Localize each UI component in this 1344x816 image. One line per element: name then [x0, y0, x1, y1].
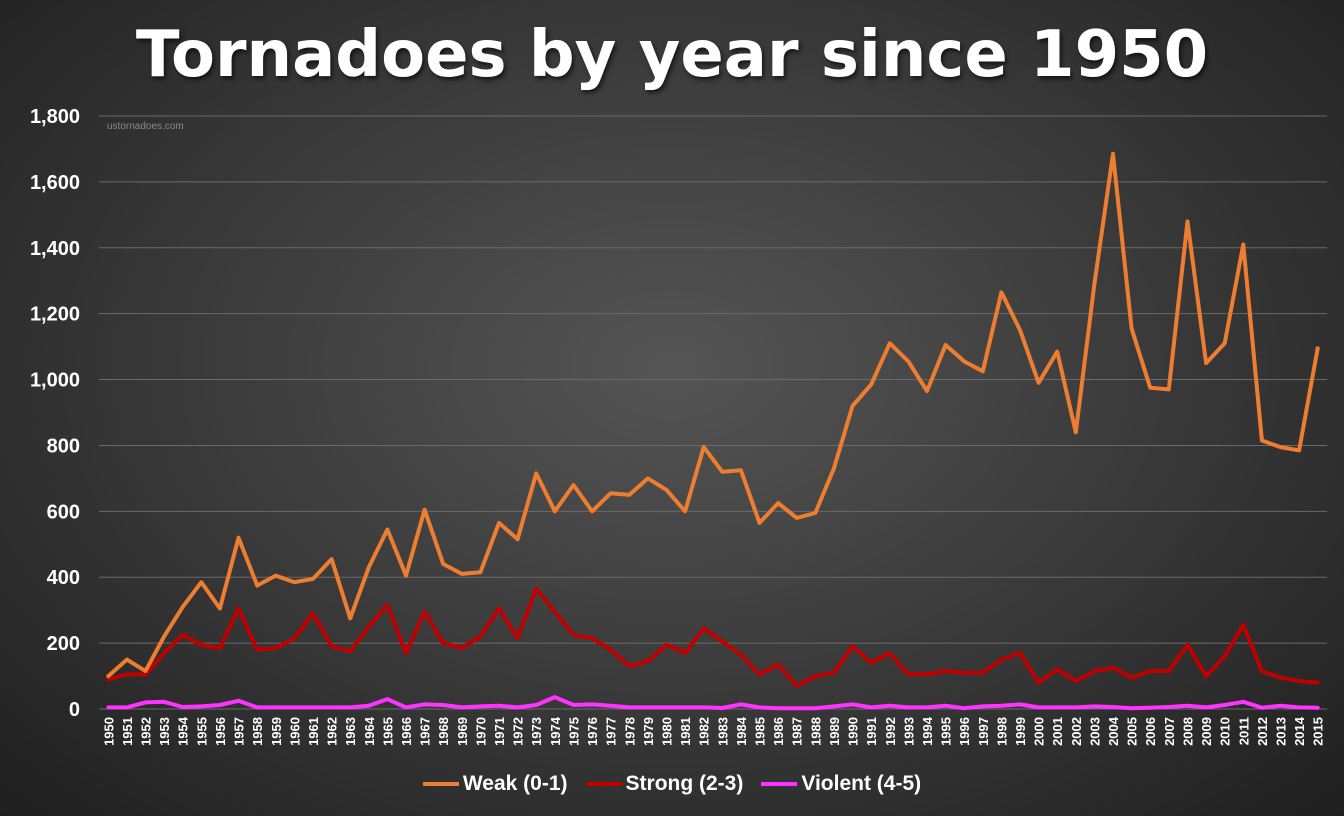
- x-tick-label: 1989: [827, 717, 842, 746]
- x-tick-label: 1999: [1013, 717, 1028, 746]
- x-tick-label: 2011: [1236, 717, 1251, 745]
- y-tick-label: 1,200: [30, 304, 80, 326]
- x-tick-label: 2015: [1311, 717, 1326, 746]
- x-tick-label: 1953: [157, 717, 172, 746]
- x-tick-label: 1969: [455, 717, 470, 746]
- y-tick-label: 400: [47, 567, 80, 589]
- x-tick-label: 2007: [1162, 717, 1177, 746]
- x-tick-label: 2001: [1050, 717, 1065, 746]
- x-tick-label: 1972: [511, 717, 526, 746]
- x-tick-label: 1951: [120, 717, 135, 746]
- x-tick-label: 1956: [213, 717, 228, 746]
- x-tick-label: 1960: [287, 717, 302, 746]
- legend-label-weak: Weak (0-1): [462, 772, 568, 795]
- x-tick-label: 1954: [176, 716, 191, 746]
- y-tick-label: 1,600: [30, 172, 80, 194]
- watermark: ustornadoes.com: [107, 121, 184, 132]
- x-tick-label: 1988: [808, 717, 823, 746]
- legend-label-violent: Violent (4-5): [801, 772, 922, 795]
- x-tick-label: 1952: [139, 717, 154, 746]
- x-tick-label: 1997: [976, 717, 991, 746]
- x-tick-label: 1992: [883, 717, 898, 746]
- legend: Weak (0-1) Strong (2-3) Violent (4-5): [0, 772, 1344, 796]
- x-tick-label: 1962: [325, 717, 340, 746]
- x-tick-label: 1986: [771, 717, 786, 746]
- series-line-weak: [106, 151, 1320, 679]
- x-tick-label: 2005: [1125, 717, 1140, 746]
- x-tick-label: 1955: [194, 717, 209, 746]
- x-tick-label: 1983: [715, 717, 730, 746]
- legend-item-strong: Strong (2-3): [585, 772, 744, 796]
- y-tick-label: 600: [47, 501, 80, 523]
- y-tick-label: 800: [47, 435, 80, 457]
- x-tick-label: 2002: [1069, 717, 1084, 746]
- x-tick-label: 1979: [641, 717, 656, 746]
- legend-swatch-violent: [761, 782, 798, 786]
- y-tick-label: 200: [47, 633, 80, 655]
- y-tick-label: 1,000: [30, 370, 80, 392]
- series-lines: [106, 151, 1320, 711]
- y-tick-label: 1,800: [30, 106, 80, 128]
- x-tick-label: 1998: [994, 717, 1009, 746]
- x-tick-label: 1965: [380, 717, 395, 746]
- x-tick-label: 2000: [1032, 717, 1047, 746]
- x-tick-label: 2013: [1273, 717, 1288, 746]
- x-tick-label: 1985: [753, 717, 768, 746]
- x-tick-label: 1958: [250, 717, 265, 746]
- x-tick-label: 1977: [604, 717, 619, 746]
- x-tick-label: 1987: [790, 717, 805, 746]
- series-line-strong: [106, 586, 1320, 688]
- x-tick-label: 1973: [529, 717, 544, 746]
- x-tick-label: 1970: [473, 717, 488, 746]
- x-tick-label: 1982: [697, 717, 712, 746]
- legend-item-violent: Violent (4-5): [761, 772, 921, 796]
- x-tick-label: 2008: [1180, 717, 1195, 746]
- y-tick-label: 0: [69, 699, 80, 721]
- x-tick-label: 1978: [622, 717, 637, 746]
- x-tick-label: 1967: [418, 717, 433, 746]
- x-tick-label: 1964: [362, 716, 377, 746]
- chart-title: Tornadoes by year since 1950: [135, 18, 1209, 92]
- x-tick-label: 1975: [566, 717, 581, 746]
- gridlines: [99, 115, 1327, 710]
- x-tick-label: 1981: [678, 717, 693, 746]
- x-tick-label: 1957: [232, 717, 247, 746]
- x-tick-label: 1974: [548, 716, 563, 746]
- x-tick-label: 1995: [939, 717, 954, 746]
- x-tick-label: 1991: [864, 717, 879, 746]
- x-tick-label: 2009: [1199, 717, 1214, 746]
- x-tick-label: 2012: [1255, 717, 1270, 746]
- legend-label-strong: Strong (2-3): [625, 772, 744, 795]
- x-tick-label: 2014: [1292, 716, 1307, 746]
- x-tick-label: 1994: [920, 716, 935, 746]
- x-tick-label: 2003: [1087, 717, 1102, 746]
- x-tick-label: 1976: [585, 717, 600, 746]
- y-tick-label: 1,400: [30, 238, 80, 260]
- x-tick-label: 1963: [343, 717, 358, 746]
- x-tick-label: 1996: [957, 717, 972, 746]
- x-tick-label: 1961: [306, 717, 321, 746]
- x-tick-label: 1950: [101, 717, 116, 746]
- x-tick-label: 2006: [1143, 717, 1158, 746]
- y-axis-ticks: 0 200 400 600 800 1,000 1,200 1,400 1,600 1,800: [30, 106, 80, 721]
- x-tick-label: 1971: [492, 717, 507, 746]
- series-line-violent: [106, 695, 1320, 711]
- x-axis-ticks: 1950 1951 1952 1953 1954 1955 1956 1957 1958 1959…: [101, 716, 1325, 746]
- x-tick-label: 1966: [399, 717, 414, 746]
- x-tick-label: 1984: [734, 716, 749, 746]
- x-tick-label: 1980: [659, 717, 674, 746]
- legend-swatch-strong: [585, 782, 622, 786]
- x-tick-label: 1990: [846, 717, 861, 746]
- legend-swatch-weak: [422, 782, 459, 786]
- x-tick-label: 1968: [436, 717, 451, 746]
- x-tick-label: 1993: [901, 717, 916, 746]
- x-tick-label: 2004: [1106, 716, 1121, 746]
- x-tick-label: 2010: [1218, 717, 1233, 746]
- x-tick-label: 1959: [269, 717, 284, 746]
- legend-item-weak: Weak (0-1): [422, 772, 568, 796]
